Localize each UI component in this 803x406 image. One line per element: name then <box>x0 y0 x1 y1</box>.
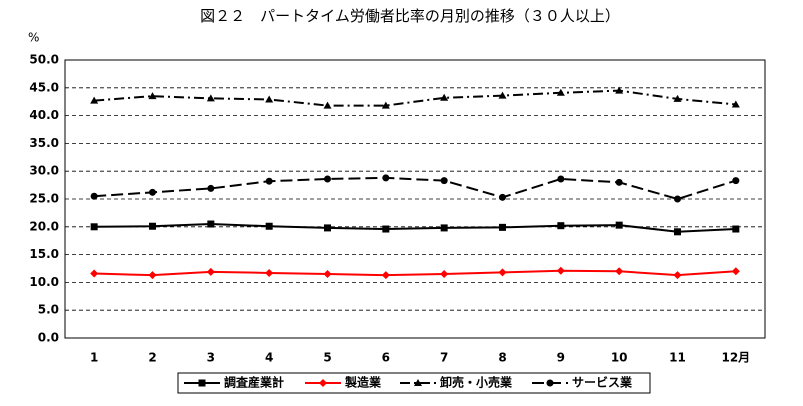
data-point <box>556 266 565 275</box>
x-tick-label: 5 <box>323 351 331 365</box>
data-point <box>440 270 449 279</box>
data-point <box>323 270 332 279</box>
x-tick-label: 10 <box>611 351 628 365</box>
y-tick-label: 25.0 <box>29 192 59 206</box>
data-point <box>90 96 99 104</box>
x-tick-label: 11 <box>669 351 686 365</box>
legend-label: サービス業 <box>572 375 633 390</box>
data-point <box>674 195 681 203</box>
data-point <box>674 228 681 236</box>
data-point <box>382 174 390 182</box>
data-point <box>265 268 274 277</box>
data-point <box>265 222 273 230</box>
series-line <box>94 269 736 277</box>
y-tick-label: 35.0 <box>29 136 59 150</box>
x-tick-label: 4 <box>265 351 273 365</box>
data-point <box>206 94 215 102</box>
series-line <box>94 176 737 201</box>
y-tick-label: 30.0 <box>29 164 59 178</box>
data-point <box>557 222 565 230</box>
legend-marker <box>546 379 554 387</box>
data-point <box>265 177 273 185</box>
x-tick-label: 2 <box>148 351 156 365</box>
chart-title: 図２２ パートタイム労働者比率の月別の推移（３０人以上） <box>200 7 620 25</box>
data-point <box>440 177 448 185</box>
y-tick-label: 50.0 <box>29 53 59 67</box>
data-point <box>148 271 157 280</box>
data-point <box>556 88 565 96</box>
y-tick-label: 0.0 <box>38 331 59 345</box>
data-point <box>615 221 623 229</box>
data-point <box>323 101 332 109</box>
data-point <box>557 175 565 183</box>
y-tick-label: 40.0 <box>29 108 59 122</box>
y-tick-label: 20.0 <box>29 219 59 233</box>
data-point <box>498 268 507 277</box>
legend-label: 調査産業計 <box>224 375 284 390</box>
legend-label: 卸売・小売業 <box>440 375 513 390</box>
y-tick-label: 45.0 <box>29 80 59 94</box>
data-point <box>148 92 157 100</box>
data-point <box>615 178 623 186</box>
data-point <box>731 267 740 276</box>
x-tick-label: 1 <box>90 351 98 365</box>
x-tick-label: 9 <box>557 351 565 365</box>
legend-marker <box>319 379 327 387</box>
data-point <box>90 269 99 278</box>
x-tick-label: 7 <box>440 351 448 365</box>
y-tick-label: 10.0 <box>29 275 59 289</box>
data-point <box>90 223 98 231</box>
series-line <box>94 223 736 233</box>
data-point <box>382 225 390 233</box>
data-point <box>615 267 624 276</box>
data-point <box>149 188 156 196</box>
data-point <box>207 184 215 192</box>
x-tick-label: 12月 <box>721 351 750 365</box>
data-point <box>207 220 215 228</box>
series-line <box>94 89 736 107</box>
data-point <box>149 222 156 230</box>
y-axis-label: % <box>28 31 39 45</box>
data-point <box>324 175 331 183</box>
data-point <box>498 91 507 99</box>
x-tick-label: 8 <box>498 351 506 365</box>
data-point <box>206 267 215 276</box>
data-point <box>673 94 682 102</box>
legend-marker <box>198 379 206 387</box>
data-point <box>499 223 506 231</box>
data-point <box>673 271 682 280</box>
data-point <box>440 93 449 101</box>
data-point <box>499 193 506 201</box>
data-point <box>265 95 274 103</box>
x-tick-label: 6 <box>382 351 390 365</box>
y-tick-label: 5.0 <box>38 303 59 317</box>
x-tick-label: 3 <box>207 351 215 365</box>
data-point <box>381 271 390 280</box>
data-point <box>732 225 740 233</box>
data-point <box>324 224 331 232</box>
data-point <box>90 192 98 200</box>
legend-label: 製造業 <box>344 375 382 390</box>
data-point <box>381 101 390 109</box>
data-point <box>731 100 740 108</box>
data-point <box>615 86 624 94</box>
legend-marker <box>414 379 422 386</box>
data-point <box>440 224 448 232</box>
y-tick-label: 15.0 <box>29 247 59 261</box>
data-point <box>732 177 740 185</box>
